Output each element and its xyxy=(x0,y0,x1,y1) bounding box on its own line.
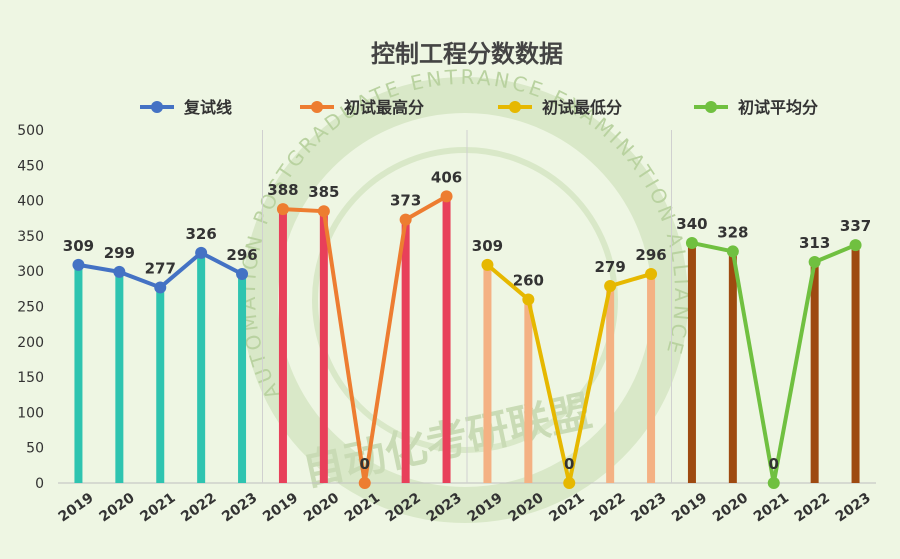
bar xyxy=(810,262,819,483)
data-label: 337 xyxy=(840,217,871,235)
data-point xyxy=(685,236,698,249)
legend-label: 复试线 xyxy=(183,98,232,117)
y-tick-label: 0 xyxy=(35,476,44,492)
legend-item: 复试线 xyxy=(140,98,232,117)
bar xyxy=(524,299,533,483)
y-tick-label: 400 xyxy=(17,194,44,210)
legend-dot-marker xyxy=(311,101,323,113)
data-point xyxy=(358,477,371,489)
data-label: 279 xyxy=(594,258,625,276)
legend: 复试线 初试最高分 初试最低分 初试平均分 xyxy=(140,98,818,117)
legend-item: 初试最高分 xyxy=(300,98,424,117)
data-point xyxy=(440,190,453,203)
y-tick-label: 200 xyxy=(17,335,44,351)
data-point xyxy=(767,477,780,489)
bar xyxy=(483,264,492,483)
legend-item: 初试最低分 xyxy=(498,98,622,117)
data-label: 277 xyxy=(145,259,176,277)
legend-label: 初试平均分 xyxy=(738,98,818,117)
y-tick-label: 500 xyxy=(17,123,44,139)
y-tick-label: 300 xyxy=(17,264,44,280)
data-point xyxy=(72,258,85,271)
data-point xyxy=(317,205,330,218)
y-tick-label: 100 xyxy=(17,405,44,421)
bar xyxy=(197,252,206,483)
y-tick-label: 150 xyxy=(17,370,44,386)
data-point xyxy=(236,268,249,281)
legend-dot-marker xyxy=(705,101,717,113)
bar xyxy=(156,287,165,483)
data-label: 388 xyxy=(267,181,298,199)
legend-item: 初试平均分 xyxy=(694,98,818,117)
data-label: 328 xyxy=(717,223,748,241)
legend-label: 初试最高分 xyxy=(344,98,424,117)
data-label: 309 xyxy=(472,237,503,255)
data-label: 296 xyxy=(635,246,666,264)
y-tick-label: 50 xyxy=(26,441,44,457)
data-point xyxy=(645,268,658,281)
legend-dot-marker xyxy=(151,101,163,113)
data-label: 0 xyxy=(360,455,370,473)
data-point xyxy=(604,280,617,293)
bar xyxy=(606,286,615,483)
data-point xyxy=(113,265,126,278)
bar xyxy=(319,211,328,483)
bar xyxy=(728,251,737,483)
data-label: 260 xyxy=(513,271,544,289)
data-point xyxy=(399,213,412,226)
bar xyxy=(278,209,287,483)
legend-dot-marker xyxy=(509,101,521,113)
bar xyxy=(851,245,860,483)
data-label: 406 xyxy=(431,168,462,186)
data-point xyxy=(563,477,576,489)
y-tick-label: 350 xyxy=(17,229,44,245)
bar xyxy=(401,219,410,484)
data-label: 373 xyxy=(390,192,421,210)
data-label: 309 xyxy=(63,237,94,255)
data-label: 326 xyxy=(185,225,216,243)
bar xyxy=(442,196,451,483)
data-label: 340 xyxy=(676,215,707,233)
data-label: 385 xyxy=(308,183,339,201)
bar xyxy=(647,274,656,483)
data-point xyxy=(726,245,739,258)
data-point xyxy=(154,281,167,294)
bar xyxy=(74,264,83,483)
data-label: 0 xyxy=(769,455,779,473)
data-point xyxy=(276,203,289,216)
legend-label: 初试最低分 xyxy=(542,98,622,117)
bar xyxy=(687,242,696,483)
data-point xyxy=(195,246,208,259)
bar xyxy=(238,274,247,483)
y-tick-label: 450 xyxy=(17,158,44,174)
data-label: 313 xyxy=(799,234,830,252)
bar xyxy=(115,271,124,483)
data-point xyxy=(808,256,821,269)
data-label: 0 xyxy=(564,455,574,473)
data-point xyxy=(849,239,862,252)
data-label: 296 xyxy=(226,246,257,264)
chart-title: 控制工程分数数据 xyxy=(371,40,563,68)
data-point xyxy=(481,258,494,271)
data-point xyxy=(522,293,535,306)
data-label: 299 xyxy=(104,244,135,262)
y-tick-label: 250 xyxy=(17,300,44,316)
